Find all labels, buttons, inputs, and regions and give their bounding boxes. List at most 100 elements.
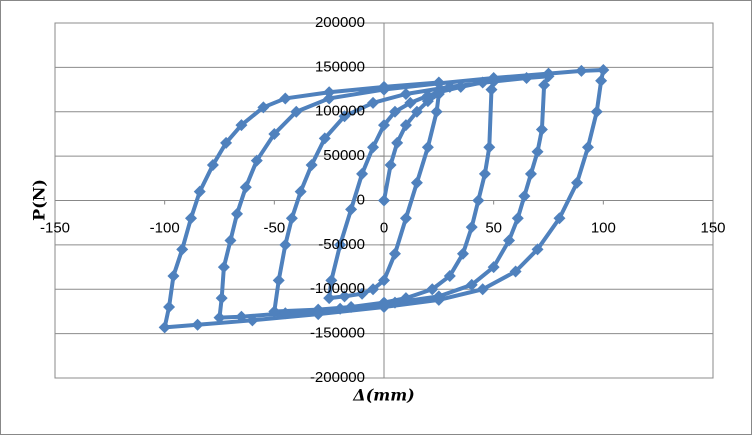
point-marker — [432, 76, 445, 89]
point-marker — [538, 79, 551, 92]
point-marker — [345, 301, 358, 313]
point-marker — [581, 141, 594, 154]
point-marker — [487, 261, 500, 274]
point-marker — [290, 105, 303, 118]
point-marker — [388, 105, 401, 118]
point-marker — [487, 72, 500, 85]
point-marker — [404, 96, 417, 109]
point-marker — [279, 307, 292, 320]
x-tick-label: -100 — [150, 219, 180, 236]
point-marker — [334, 238, 347, 251]
point-marker — [184, 212, 197, 225]
point-marker — [443, 269, 456, 282]
point-marker — [456, 247, 469, 260]
point-marker — [257, 101, 270, 114]
point-marker — [421, 141, 434, 154]
point-marker — [378, 274, 390, 287]
point-marker — [235, 310, 248, 323]
point-marker — [356, 167, 369, 180]
point-marker — [535, 123, 548, 136]
point-marker — [312, 308, 325, 321]
point-marker — [399, 88, 412, 100]
point-marker — [575, 64, 588, 77]
point-marker — [410, 176, 423, 189]
y-tick-label: -200000 — [310, 369, 365, 386]
x-axis-title: Δ(mm) — [352, 386, 414, 405]
point-marker — [454, 80, 467, 93]
point-marker — [426, 283, 439, 296]
point-marker — [239, 181, 252, 194]
point-marker — [367, 96, 380, 109]
point-marker — [531, 243, 544, 256]
point-marker — [518, 190, 531, 203]
point-marker — [378, 301, 390, 313]
point-marker — [191, 318, 204, 331]
point-marker — [217, 261, 230, 274]
point-marker — [305, 159, 318, 171]
point-marker — [224, 234, 237, 247]
point-marker — [246, 314, 259, 327]
point-marker — [472, 194, 485, 207]
point-marker — [465, 221, 478, 234]
y-tick-label: 200000 — [315, 14, 365, 31]
point-marker — [388, 247, 401, 260]
point-marker — [318, 132, 331, 145]
point-marker — [367, 141, 380, 154]
y-axis-title: P(N) — [30, 179, 49, 221]
point-marker — [511, 212, 524, 225]
y-tick-label: -50000 — [318, 236, 365, 253]
point-marker — [597, 64, 610, 77]
point-marker — [285, 212, 298, 225]
point-marker — [399, 292, 412, 305]
point-marker — [553, 212, 566, 225]
labels: -200000 -150000 -100000 -50000 0 50000 100000 1… — [40, 14, 726, 386]
point-marker — [250, 154, 263, 167]
point-marker — [531, 145, 544, 158]
y-tick-label: 100000 — [315, 103, 365, 120]
point-marker — [476, 283, 489, 296]
point-marker — [325, 274, 338, 287]
point-marker — [432, 86, 445, 99]
y-tick-label: 50000 — [323, 147, 365, 164]
point-marker — [542, 67, 555, 80]
point-marker — [476, 76, 489, 89]
point-marker — [432, 293, 445, 306]
point-marker — [176, 243, 189, 256]
point-marker — [323, 292, 336, 305]
point-marker — [391, 136, 404, 149]
x-tick-label: -150 — [40, 219, 70, 236]
point-marker — [388, 296, 401, 309]
x-tick-label: 150 — [700, 219, 725, 236]
point-marker — [206, 159, 219, 171]
point-marker — [231, 207, 244, 220]
point-marker — [356, 287, 369, 300]
point-marker — [367, 283, 380, 296]
point-marker — [345, 203, 358, 216]
point-marker — [509, 265, 522, 278]
point-marker — [443, 80, 456, 93]
point-marker — [193, 185, 206, 198]
x-tick-label: 50 — [485, 219, 502, 236]
point-marker — [410, 105, 423, 118]
point-marker — [167, 269, 180, 282]
point-marker — [279, 92, 292, 105]
x-tick-label: -50 — [263, 219, 285, 236]
point-marker — [571, 176, 584, 189]
point-marker — [294, 185, 307, 198]
point-marker — [378, 119, 390, 132]
point-marker — [478, 167, 491, 180]
point-marker — [595, 74, 608, 87]
point-marker — [163, 301, 176, 313]
point-marker — [399, 212, 412, 225]
point-marker — [338, 110, 351, 123]
point-marker — [323, 86, 336, 99]
point-marker — [590, 105, 603, 118]
point-marker — [279, 238, 292, 251]
point-marker — [268, 127, 281, 140]
point-marker — [520, 72, 533, 85]
point-marker — [215, 292, 228, 305]
point-marker — [421, 89, 434, 102]
point-marker — [158, 321, 171, 334]
point-marker — [220, 136, 233, 149]
